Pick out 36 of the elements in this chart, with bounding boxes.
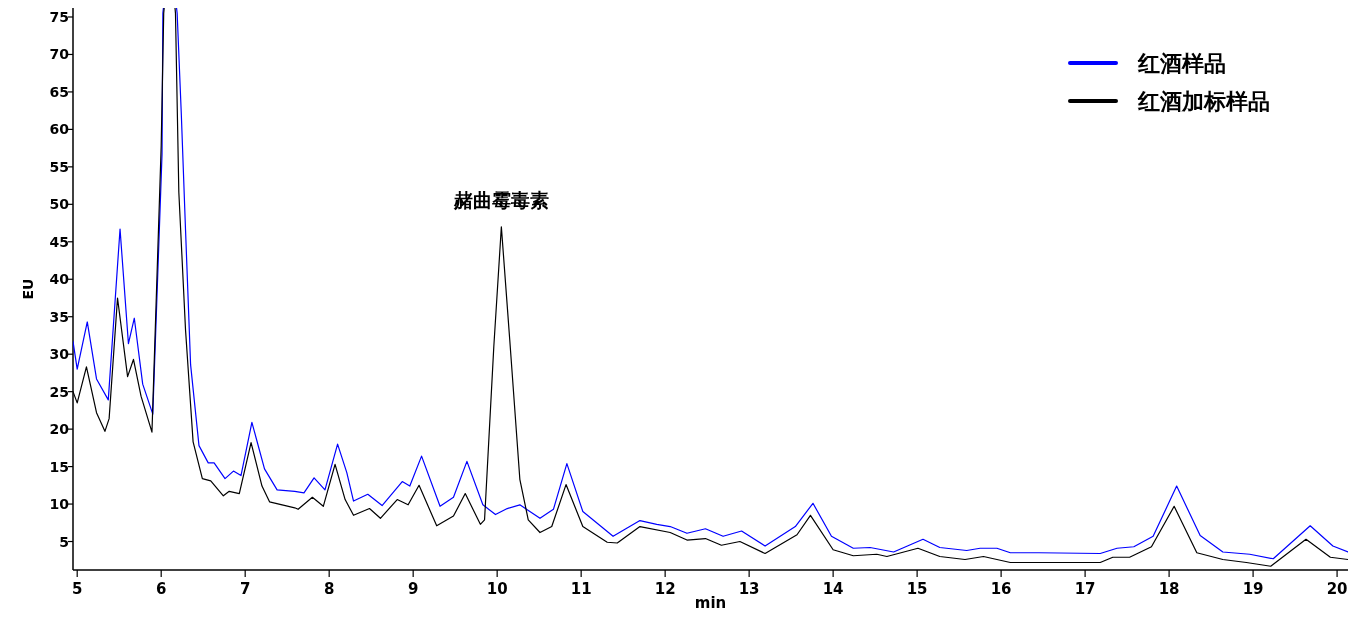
- x-tick-label: 11: [570, 580, 592, 598]
- y-tick-label: 60: [49, 121, 70, 138]
- annotation: 赭曲霉毒素: [452, 188, 549, 211]
- y-tick-label: 65: [49, 83, 69, 100]
- y-tick-label: 50: [49, 196, 70, 213]
- x-tick-label: 17: [1074, 580, 1096, 598]
- y-tick-label: 40: [49, 271, 70, 288]
- y-tick-label: 10: [49, 496, 70, 513]
- x-tick-label: 20: [1326, 580, 1348, 598]
- y-tick-label: 75: [49, 8, 69, 25]
- x-tick-label: 12: [654, 580, 676, 598]
- legend-label: 红酒加标样品: [1137, 89, 1270, 114]
- x-axis-title: min: [694, 594, 727, 612]
- y-tick-label: 20: [49, 421, 70, 438]
- x-tick-label: 18: [1158, 580, 1180, 598]
- x-tick-label: 14: [822, 580, 844, 598]
- x-tick-label: 8: [323, 580, 335, 598]
- x-tick-label: 6: [155, 580, 167, 598]
- y-tick-label: 15: [49, 458, 69, 475]
- y-tick-label: 70: [49, 46, 70, 63]
- x-tick-label: 13: [738, 580, 760, 598]
- x-tick-label: 10: [486, 580, 508, 598]
- y-tick-label: 55: [49, 158, 69, 175]
- x-tick-label: 16: [990, 580, 1012, 598]
- x-tick-label: 15: [906, 580, 928, 598]
- y-tick-label: 30: [49, 346, 70, 363]
- x-tick-label: 9: [407, 580, 419, 598]
- legend-label: 红酒样品: [1137, 51, 1226, 76]
- y-tick-label: 35: [49, 308, 69, 325]
- y-tick-label: 25: [49, 383, 69, 400]
- y-tick-label: 45: [49, 233, 69, 250]
- x-tick-label: 19: [1242, 580, 1264, 598]
- y-axis-title: EU: [20, 278, 36, 300]
- x-tick-label: 7: [239, 580, 251, 598]
- x-tick-label: 5: [71, 580, 83, 598]
- y-tick-label: 5: [59, 533, 69, 550]
